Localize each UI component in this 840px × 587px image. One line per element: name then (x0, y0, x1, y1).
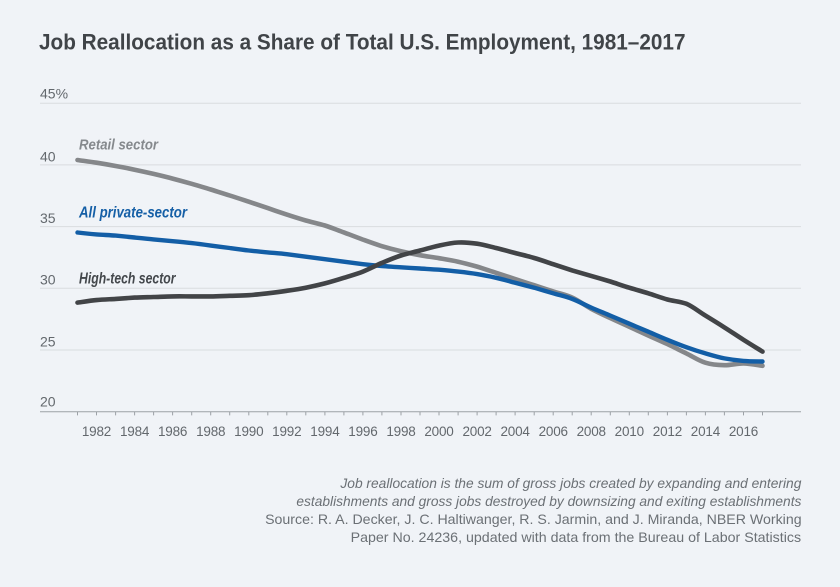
svg-text:40: 40 (40, 149, 56, 165)
svg-text:Source: R. A. Decker, J. C. Ha: Source: R. A. Decker, J. C. Haltiwanger,… (265, 511, 802, 527)
svg-text:High-tech sector: High-tech sector (79, 271, 176, 288)
svg-text:2004: 2004 (500, 424, 530, 439)
svg-text:All private-sector: All private-sector (78, 205, 187, 222)
svg-text:35: 35 (40, 210, 56, 226)
svg-text:1984: 1984 (120, 424, 150, 439)
svg-text:2002: 2002 (462, 424, 491, 439)
svg-text:2012: 2012 (653, 424, 682, 439)
svg-text:1998: 1998 (386, 424, 415, 439)
svg-text:25: 25 (40, 334, 56, 350)
svg-text:2016: 2016 (729, 424, 758, 439)
svg-text:1988: 1988 (196, 424, 225, 439)
svg-text:Paper No. 24236, updated with: Paper No. 24236, updated with data from … (351, 529, 801, 545)
svg-text:1982: 1982 (82, 424, 111, 439)
svg-text:2010: 2010 (615, 424, 644, 439)
svg-text:2014: 2014 (691, 424, 721, 439)
svg-text:Retail sector: Retail sector (79, 137, 159, 154)
svg-text:1996: 1996 (348, 424, 377, 439)
svg-text:2008: 2008 (577, 424, 606, 439)
svg-text:45%: 45% (40, 86, 68, 102)
svg-text:establishments and gross jobs: establishments and gross jobs destroyed … (296, 493, 801, 509)
svg-text:1992: 1992 (272, 424, 301, 439)
svg-text:20: 20 (40, 394, 56, 410)
svg-text:Job reallocation is the sum of: Job reallocation is the sum of gross job… (339, 475, 801, 491)
svg-text:2000: 2000 (424, 424, 453, 439)
svg-text:2006: 2006 (539, 424, 568, 439)
svg-text:1994: 1994 (310, 424, 340, 439)
svg-text:Job Reallocation as a Share of: Job Reallocation as a Share of Total U.S… (39, 30, 686, 55)
svg-text:1986: 1986 (158, 424, 187, 439)
svg-text:1990: 1990 (234, 424, 263, 439)
svg-text:30: 30 (40, 272, 56, 288)
